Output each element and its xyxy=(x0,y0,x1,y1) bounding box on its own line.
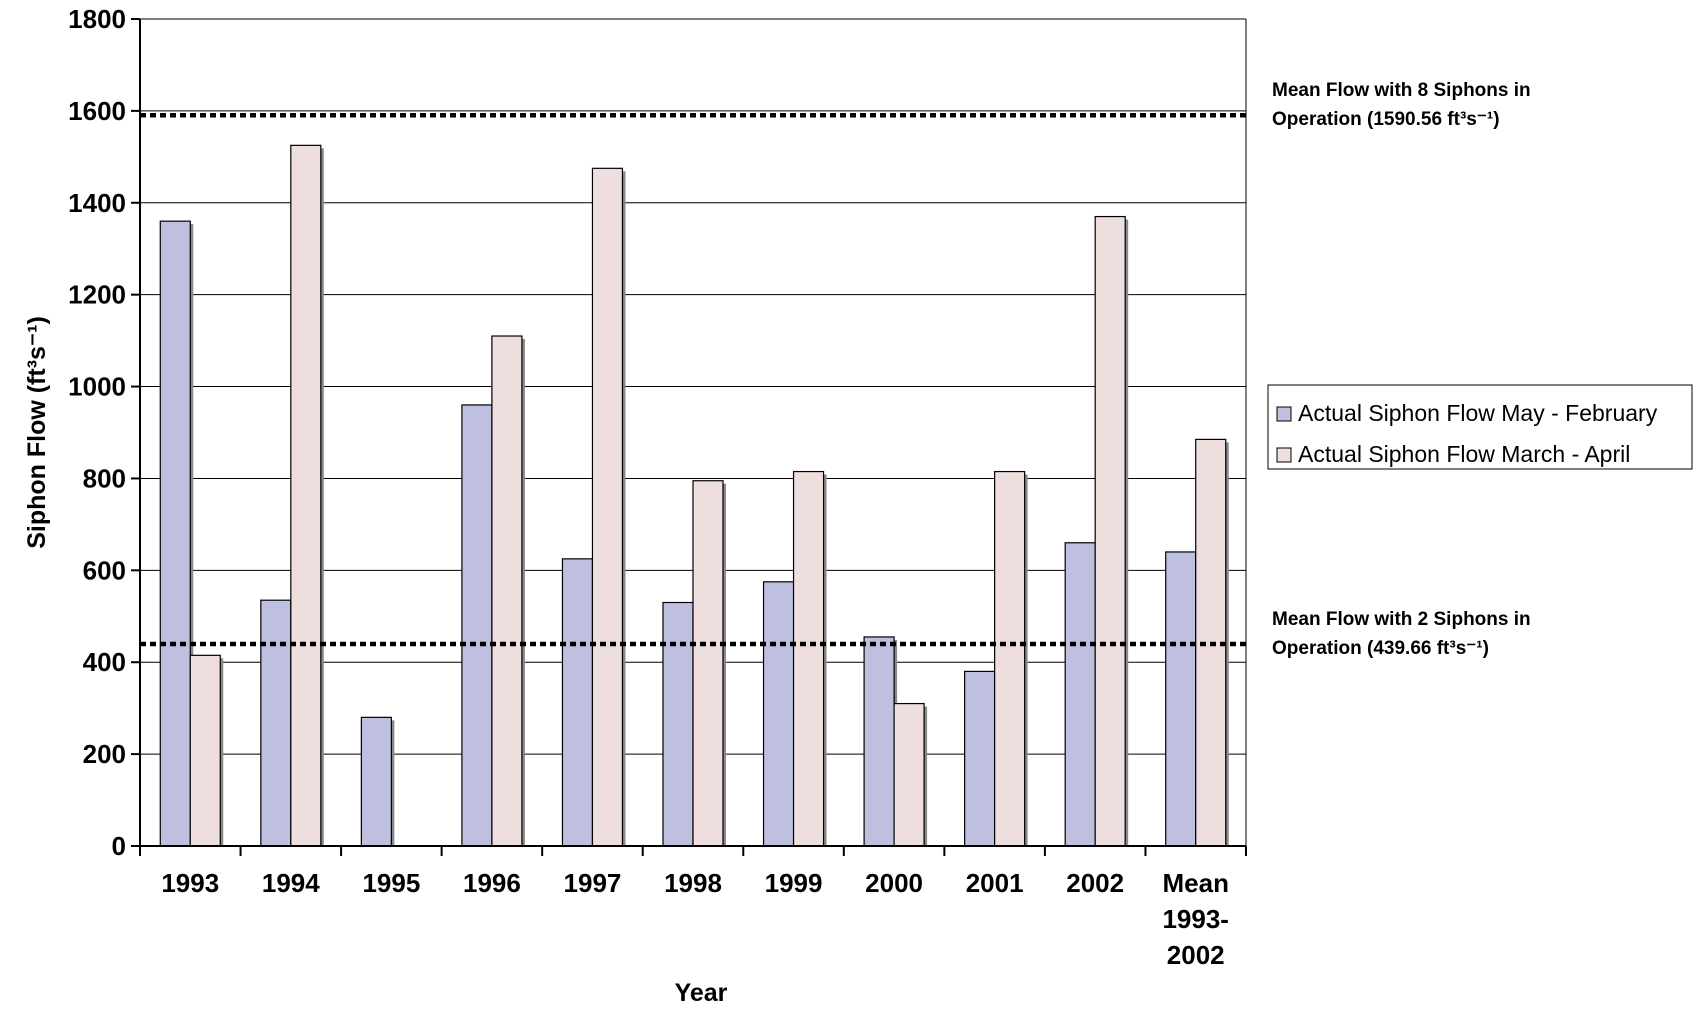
x-tick-label: 1993- xyxy=(1162,904,1229,934)
y-tick-label: 400 xyxy=(83,647,126,677)
x-tick-label: 1995 xyxy=(362,868,420,898)
bar-mar-apr xyxy=(491,335,523,847)
bar-may-feb xyxy=(1064,542,1096,847)
y-tick-label: 200 xyxy=(83,739,126,769)
x-tick-label: 1997 xyxy=(564,868,622,898)
y-tick-label: 1200 xyxy=(68,280,126,310)
bar-may-feb xyxy=(964,670,996,847)
bar-may-feb xyxy=(863,636,895,847)
y-tick-label: 600 xyxy=(83,555,126,585)
bar-mar-apr xyxy=(290,144,322,847)
bar-may-feb xyxy=(461,404,493,847)
bar-may-feb xyxy=(260,599,292,847)
y-tick-label: 1000 xyxy=(68,372,126,402)
x-tick-label: 1994 xyxy=(262,868,320,898)
bar-may-feb xyxy=(762,581,795,847)
reference-line-label: Mean Flow with 8 Siphons in xyxy=(1272,80,1531,101)
reference-lines: Mean Flow with 8 Siphons in Operation (15… xyxy=(140,80,1531,659)
x-tick-labels: 1993 1994 1995 1996 1997 1998 1999 2000 2001 2002… xyxy=(161,868,1229,970)
x-tick-label: 2001 xyxy=(966,868,1024,898)
y-tick-label: 1400 xyxy=(68,188,126,218)
reference-line-label: Mean Flow with 2 Siphons in xyxy=(1272,609,1531,630)
y-tick-labels: 0 200 400 600 800 1000 1200 1400 1600 1800 xyxy=(68,4,126,861)
y-tick-label: 1600 xyxy=(68,96,126,126)
bar-mar-apr xyxy=(189,654,221,847)
y-axis-title: Siphon Flow (ft³s⁻¹) xyxy=(23,316,51,549)
bar-may-feb xyxy=(1165,551,1197,847)
y-tick-label: 800 xyxy=(83,463,126,493)
reference-line-label: Operation (1590.56 ft³s⁻¹) xyxy=(1272,109,1500,130)
x-tick-label: Mean xyxy=(1162,868,1228,898)
bars xyxy=(159,144,1229,847)
x-tick-label: 1999 xyxy=(765,868,823,898)
x-tick-label: 2002 xyxy=(1167,940,1225,970)
x-tick-label: 1993 xyxy=(161,868,219,898)
reference-line-label: Operation (439.66 ft³s⁻¹) xyxy=(1272,638,1489,659)
legend-box xyxy=(1267,384,1693,470)
bar-mar-apr xyxy=(1094,215,1126,847)
x-tick-label: 2000 xyxy=(865,868,923,898)
y-tick-label: 0 xyxy=(112,831,126,861)
legend-swatch xyxy=(1276,406,1292,422)
bar-mar-apr xyxy=(893,702,925,847)
x-tick-label: 1996 xyxy=(463,868,521,898)
legend-swatch xyxy=(1276,447,1292,463)
bar-may-feb xyxy=(159,220,191,847)
legend-label: Actual Siphon Flow May - February xyxy=(1298,400,1658,426)
legend: Actual Siphon Flow May - February Actual … xyxy=(1267,384,1693,470)
bar-mar-apr xyxy=(692,480,724,847)
bar-mar-apr xyxy=(994,470,1026,847)
bar-mar-apr xyxy=(792,470,825,847)
x-tick-label: 1998 xyxy=(664,868,722,898)
legend-label: Actual Siphon Flow March - April xyxy=(1298,441,1630,467)
bar-may-feb xyxy=(662,601,694,847)
x-axis-title: Year xyxy=(675,979,728,1007)
y-tick-label: 1800 xyxy=(68,4,126,34)
bar-may-feb xyxy=(360,716,392,847)
axes xyxy=(139,19,1246,847)
bar-mar-apr xyxy=(591,167,624,847)
x-tick-label: 2002 xyxy=(1066,868,1124,898)
bar-may-feb xyxy=(561,558,594,847)
